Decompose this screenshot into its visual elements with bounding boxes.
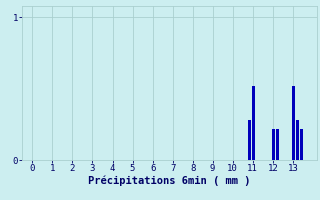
Bar bbox=[276, 129, 279, 160]
Bar bbox=[272, 129, 275, 160]
Bar bbox=[296, 120, 299, 160]
Bar bbox=[248, 120, 251, 160]
Bar bbox=[300, 129, 303, 160]
X-axis label: Précipitations 6min ( mm ): Précipitations 6min ( mm ) bbox=[88, 176, 251, 186]
Bar bbox=[252, 86, 255, 160]
Bar bbox=[292, 86, 295, 160]
